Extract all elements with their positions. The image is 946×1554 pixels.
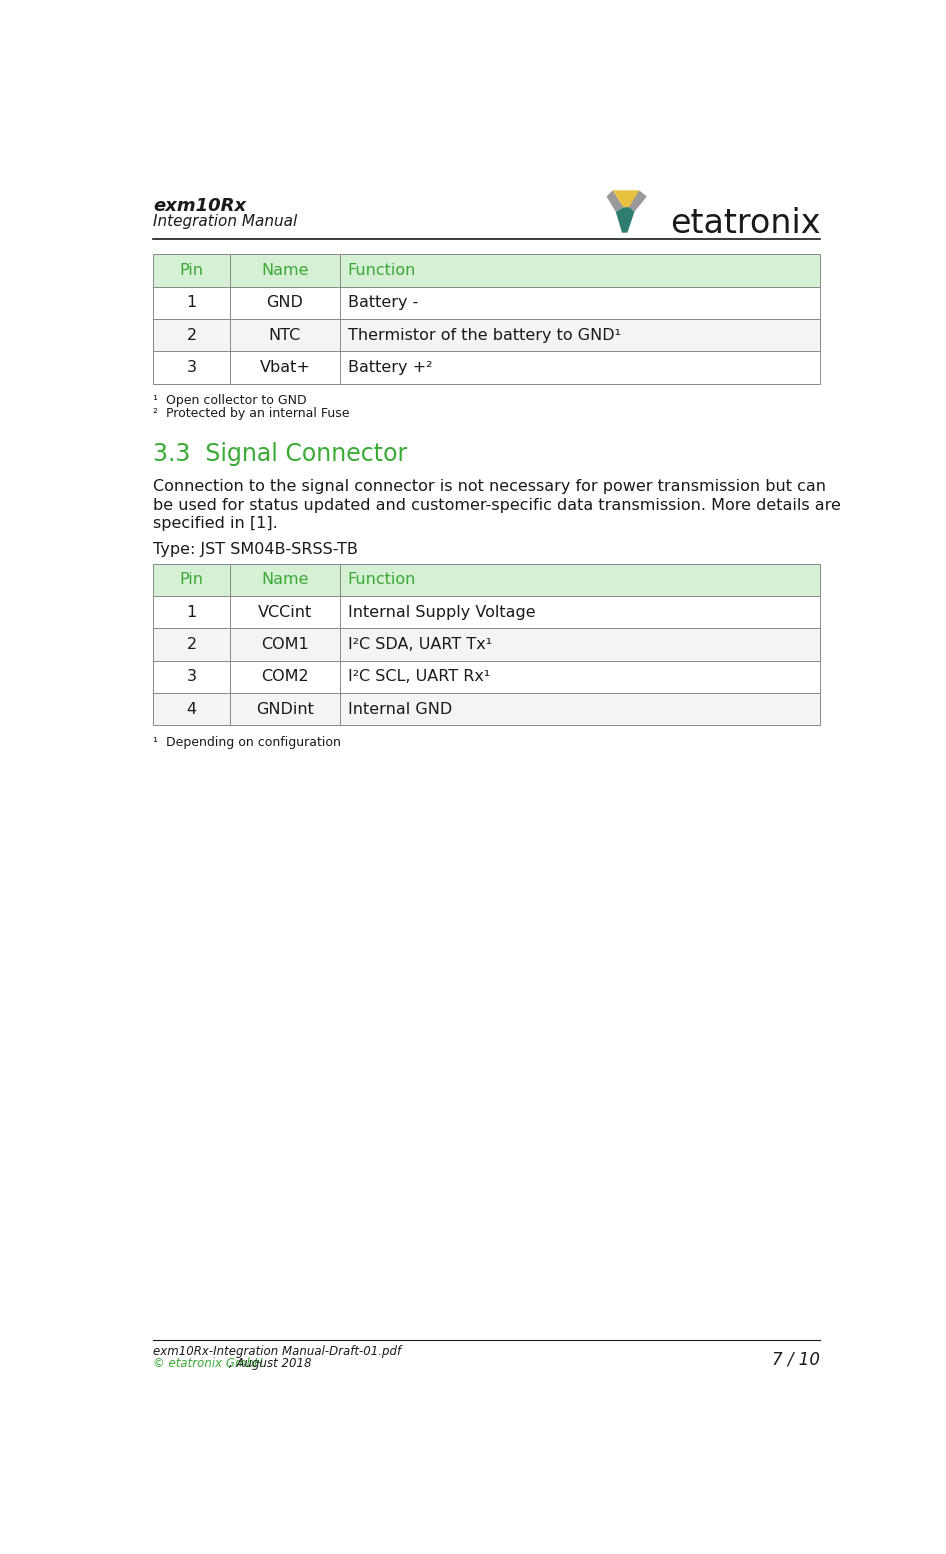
Text: 3.3  Signal Connector: 3.3 Signal Connector bbox=[153, 443, 408, 466]
Polygon shape bbox=[626, 190, 647, 211]
Text: specified in [1].: specified in [1]. bbox=[153, 516, 278, 531]
Text: Name: Name bbox=[261, 572, 308, 587]
Bar bbox=[153, 286, 820, 319]
Text: ²  Protected by an internal Fuse: ² Protected by an internal Fuse bbox=[153, 407, 350, 421]
Text: Battery +²: Battery +² bbox=[348, 361, 432, 375]
Text: © etatronix GmbH: © etatronix GmbH bbox=[153, 1357, 263, 1371]
Text: GNDint: GNDint bbox=[256, 702, 314, 716]
Text: Thermistor of the battery to GND¹: Thermistor of the battery to GND¹ bbox=[348, 328, 621, 342]
Text: 4: 4 bbox=[186, 702, 197, 716]
Text: etatronix: etatronix bbox=[670, 207, 820, 241]
Text: 2: 2 bbox=[186, 637, 197, 653]
Bar bbox=[153, 660, 820, 693]
Bar bbox=[153, 564, 820, 726]
Text: Pin: Pin bbox=[180, 572, 203, 587]
Text: Function: Function bbox=[348, 572, 416, 587]
Text: , August 2018: , August 2018 bbox=[229, 1357, 311, 1371]
Text: COM1: COM1 bbox=[261, 637, 308, 653]
Bar bbox=[153, 693, 820, 726]
Text: COM2: COM2 bbox=[261, 670, 308, 684]
Bar bbox=[153, 255, 820, 286]
Polygon shape bbox=[616, 207, 635, 233]
Bar bbox=[153, 319, 820, 351]
Text: Integration Manual: Integration Manual bbox=[153, 214, 297, 228]
Text: ¹  Open collector to GND: ¹ Open collector to GND bbox=[153, 395, 307, 407]
Text: be used for status updated and customer-specific data transmission. More details: be used for status updated and customer-… bbox=[153, 497, 841, 513]
Bar bbox=[153, 351, 820, 384]
Text: Function: Function bbox=[348, 263, 416, 278]
Bar bbox=[153, 628, 820, 660]
Text: 1: 1 bbox=[186, 295, 197, 311]
Text: Vbat+: Vbat+ bbox=[259, 361, 310, 375]
Bar bbox=[153, 255, 820, 384]
Text: exm10Rx: exm10Rx bbox=[153, 197, 246, 216]
Text: Internal GND: Internal GND bbox=[348, 702, 452, 716]
Text: ¹  Depending on configuration: ¹ Depending on configuration bbox=[153, 737, 341, 749]
Text: Internal Supply Voltage: Internal Supply Voltage bbox=[348, 605, 535, 620]
Text: 3: 3 bbox=[186, 361, 197, 375]
Text: NTC: NTC bbox=[269, 328, 301, 342]
Text: exm10Rx-Integration Manual-Draft-01.pdf: exm10Rx-Integration Manual-Draft-01.pdf bbox=[153, 1344, 401, 1358]
Text: Type: JST SM04B-SRSS-TB: Type: JST SM04B-SRSS-TB bbox=[153, 542, 358, 558]
Bar bbox=[153, 597, 820, 628]
Text: VCCint: VCCint bbox=[258, 605, 312, 620]
Text: 3: 3 bbox=[186, 670, 197, 684]
Text: Name: Name bbox=[261, 263, 308, 278]
Text: 1: 1 bbox=[186, 605, 197, 620]
Text: 7 / 10: 7 / 10 bbox=[772, 1350, 820, 1369]
Text: Connection to the signal connector is not necessary for power transmission but c: Connection to the signal connector is no… bbox=[153, 479, 826, 494]
Text: I²C SCL, UART Rx¹: I²C SCL, UART Rx¹ bbox=[348, 670, 490, 684]
Polygon shape bbox=[606, 190, 623, 211]
Polygon shape bbox=[613, 190, 639, 207]
Text: 2: 2 bbox=[186, 328, 197, 342]
Text: Battery -: Battery - bbox=[348, 295, 418, 311]
Text: I²C SDA, UART Tx¹: I²C SDA, UART Tx¹ bbox=[348, 637, 492, 653]
Text: GND: GND bbox=[267, 295, 304, 311]
Text: Pin: Pin bbox=[180, 263, 203, 278]
Bar bbox=[153, 564, 820, 597]
